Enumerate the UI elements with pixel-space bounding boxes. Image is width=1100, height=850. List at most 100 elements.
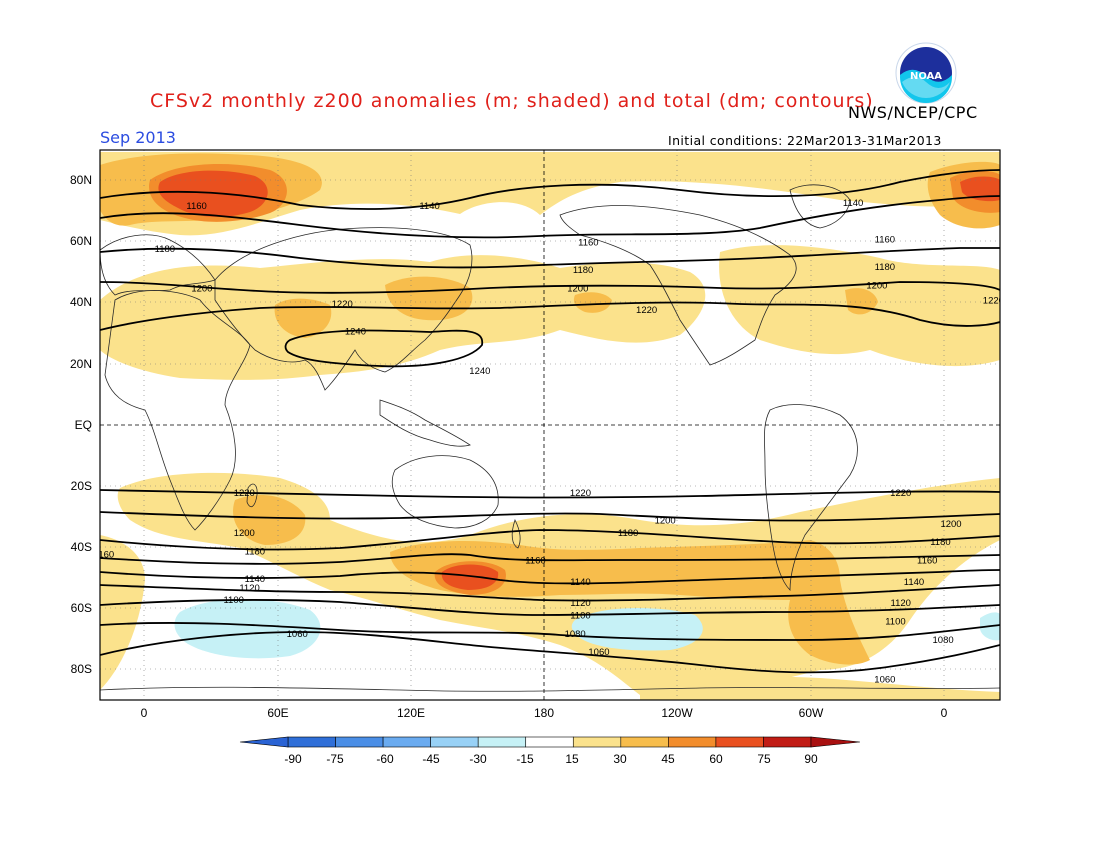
initial-conditions-label: Initial conditions: 22Mar2013-31Mar2013 xyxy=(668,133,942,148)
contour-1140-sh xyxy=(100,569,1000,585)
colorbar-segment xyxy=(525,736,574,748)
colorbar-segment xyxy=(477,736,527,748)
map-frame xyxy=(99,149,1001,701)
coast-south-america xyxy=(764,404,858,591)
contour-1120-sh xyxy=(100,584,1000,602)
colorbar-segment xyxy=(668,736,717,748)
contour-label: 1200 xyxy=(866,280,887,291)
lon-label: 60W xyxy=(799,706,824,720)
contour-label: 1200 xyxy=(655,516,676,527)
colorbar-tick-label: -45 xyxy=(422,752,440,766)
contour-1200 xyxy=(100,281,1000,294)
colorbar-segment xyxy=(572,736,622,748)
contour-label: 1100 xyxy=(570,610,590,621)
lat-label: 40N xyxy=(70,295,92,309)
anomaly-region-so-indian-blue xyxy=(174,598,321,659)
colorbar xyxy=(239,736,861,748)
contour-label: 1160 xyxy=(186,201,206,212)
contour-label: 1220 xyxy=(332,299,353,310)
contour-1180 xyxy=(100,247,1000,269)
colorbar-segment xyxy=(287,736,336,748)
contour-label: 1180 xyxy=(573,265,593,276)
lat-label: EQ xyxy=(75,418,92,432)
coast-greenland xyxy=(789,184,851,229)
lat-label: 60S xyxy=(71,601,92,615)
contour-label: 1180 xyxy=(875,262,895,273)
colorbar-segment xyxy=(382,736,431,748)
contour-label: 1160 xyxy=(917,555,937,566)
colorbar-tick-labels: -90 -75 -60 -45 -30 -15 15 30 45 60 75 9… xyxy=(284,752,818,766)
contour-label: 1140 xyxy=(245,574,265,585)
anomaly-region-nz-red-orange xyxy=(441,564,499,590)
contour-label: 1140 xyxy=(843,198,863,209)
contour-label: 1100 xyxy=(223,595,243,606)
anomaly-band-nh-yellow xyxy=(100,152,1000,236)
lon-label: 60E xyxy=(267,706,288,720)
colorbar-tick-label: 90 xyxy=(804,752,818,766)
coastlines xyxy=(100,184,1000,692)
colorbar-tick-label: -75 xyxy=(326,752,344,766)
colorbar-tick-label: 15 xyxy=(565,752,579,766)
colorbar-segment xyxy=(430,736,479,748)
lat-label: 60N xyxy=(70,234,92,248)
latitude-axis: 80N 60N 40N 20N EQ 20S 40S 60S 80S xyxy=(70,173,92,676)
colorbar-segment xyxy=(620,736,669,748)
contour-1080-sh xyxy=(100,622,1000,641)
coast-australia xyxy=(391,455,499,529)
contour-label: 1240 xyxy=(345,326,366,337)
contour-label: 1180 xyxy=(155,244,175,255)
coast-indonesia xyxy=(379,399,471,447)
colorbar-tick-label: -60 xyxy=(376,752,394,766)
lat-label: 20S xyxy=(71,479,92,493)
colorbar-arrow-high xyxy=(810,736,861,748)
colorbar-arrow-low xyxy=(239,736,289,748)
contour-label: 1060 xyxy=(874,675,895,686)
lon-label: 180 xyxy=(534,706,554,720)
contour-label: 1220 xyxy=(983,296,1004,307)
lat-label: 40S xyxy=(71,540,92,554)
contour-label: 1160 xyxy=(525,555,545,566)
contour-label: 1160 xyxy=(875,235,895,246)
colorbar-tick-label: 30 xyxy=(613,752,627,766)
lon-label: 0 xyxy=(941,706,948,720)
contour-label: 1140 xyxy=(419,201,439,212)
contour-1200-sh xyxy=(100,511,1000,522)
contour-label: 1220 xyxy=(234,488,255,499)
contour-label: 1220 xyxy=(890,488,911,499)
contour-label: 1100 xyxy=(885,617,905,628)
contour-label: 1060 xyxy=(588,647,609,658)
lon-label: 0 xyxy=(141,706,148,720)
contour-label: 1080 xyxy=(933,635,954,646)
anomaly-region-ne-red-orange xyxy=(960,176,1000,202)
contour-label: 1200 xyxy=(940,519,961,530)
colorbar-tick-label: 45 xyxy=(661,752,675,766)
height-contours xyxy=(100,169,1000,674)
contour-1180-sh xyxy=(100,529,1000,551)
lon-label: 120E xyxy=(397,706,425,720)
contour-1060-sh xyxy=(100,631,1000,674)
contour-label: 1180 xyxy=(618,528,638,539)
anomaly-region-pacific-orange xyxy=(573,292,612,313)
anomaly-region-antarctic-yellow xyxy=(640,676,1000,700)
longitude-axis: 0 60E 120E 180 120W 60W 0 xyxy=(141,706,948,720)
contour-1140 xyxy=(100,169,1000,210)
contour-label: 1120 xyxy=(891,598,911,609)
colorbar-tick-label: -90 xyxy=(284,752,302,766)
contour-1160 xyxy=(100,195,1000,239)
colorbar-tick-label: 75 xyxy=(757,752,771,766)
contour-label: 1180 xyxy=(245,546,265,557)
anomaly-region-eurasia-orange xyxy=(274,298,332,338)
contour-label: 1220 xyxy=(570,488,591,499)
lat-label: 80S xyxy=(71,662,92,676)
agency-label: NWS/NCEP/CPC xyxy=(848,103,978,122)
contour-1220 xyxy=(100,301,1000,331)
contour-label: 1200 xyxy=(567,284,588,295)
contour-label: 1160 xyxy=(578,238,598,249)
contour-label: 1120 xyxy=(570,598,590,609)
contour-1220-sh xyxy=(100,489,1000,499)
coast-europe xyxy=(100,234,216,296)
lat-label: 20N xyxy=(70,357,92,371)
chart-title: CFSv2 monthly z200 anomalies (m; shaded)… xyxy=(150,90,874,112)
contour-label: 1140 xyxy=(570,577,590,588)
